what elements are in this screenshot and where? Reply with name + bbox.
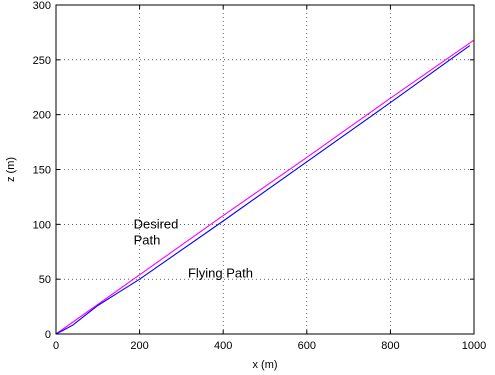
- y-tick-label: 50: [39, 274, 51, 286]
- x-tick-label: 0: [53, 340, 59, 352]
- x-tick-label: 400: [214, 340, 232, 352]
- y-tick-label: 200: [33, 110, 51, 122]
- x-tick-label: 600: [298, 340, 316, 352]
- annotation-text: Flying Path: [188, 266, 253, 281]
- series-line-1: [55, 45, 471, 335]
- annotation-text: Path: [134, 232, 161, 247]
- x-tick-label: 1000: [462, 340, 486, 352]
- y-tick-label: 250: [33, 55, 51, 67]
- annotation-text: Desired: [134, 216, 179, 231]
- ticks: 0 200 400 600 800 1000 0 50 100 150 200 250 300: [33, 0, 487, 352]
- x-tick-label: 200: [130, 340, 148, 352]
- y-tick-label: 300: [33, 0, 51, 12]
- y-tick-label: 100: [33, 219, 51, 231]
- y-axis-label: z (m): [5, 157, 17, 182]
- y-tick-label: 0: [45, 329, 51, 341]
- x-axis-label: x (m): [252, 359, 277, 371]
- grid: [56, 5, 474, 334]
- series-line-0: [55, 39, 475, 335]
- y-tick-label: 150: [33, 165, 51, 177]
- series-layer: [55, 39, 475, 335]
- x-tick-label: 800: [381, 340, 399, 352]
